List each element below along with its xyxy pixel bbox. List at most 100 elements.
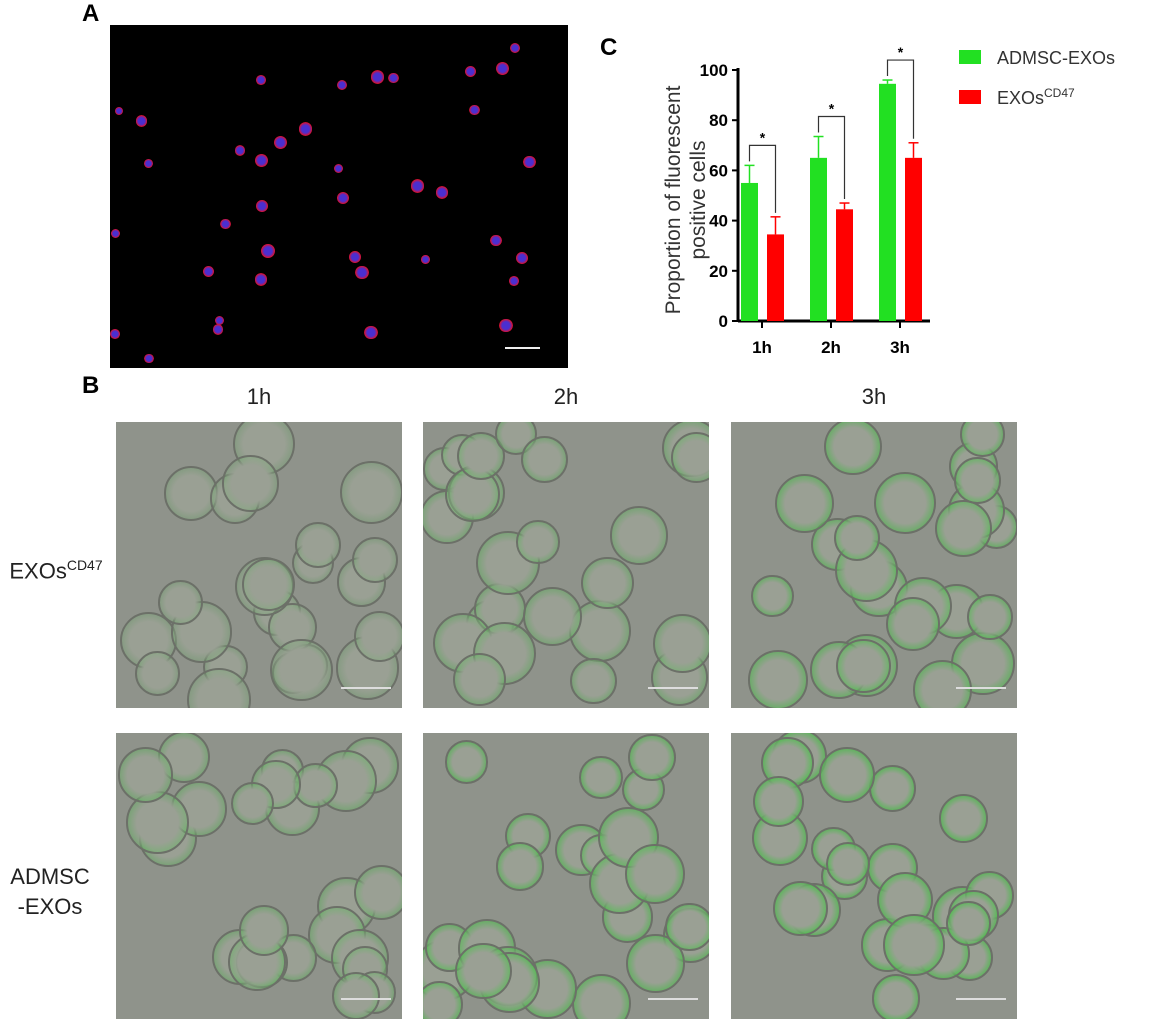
scale-bar <box>648 998 698 1000</box>
cell <box>833 514 880 561</box>
cell <box>496 61 510 75</box>
cell <box>570 657 617 705</box>
cell <box>871 974 921 1019</box>
cell <box>836 638 891 694</box>
brightfield-image-exos-cd47-3h <box>731 422 1017 708</box>
panel-label-c: C <box>600 34 618 61</box>
scale-bar <box>956 687 1006 689</box>
scale-bar <box>956 998 1006 1000</box>
cell <box>348 250 361 263</box>
significance-marker: * <box>898 44 904 60</box>
cell <box>388 72 399 84</box>
cell <box>967 593 1014 640</box>
cell <box>469 104 480 116</box>
bar-admsc-exos-1h <box>741 182 758 321</box>
cell <box>912 660 973 708</box>
cell <box>163 466 219 521</box>
brightfield-image-admsc-exos-1h <box>116 733 402 1019</box>
cell <box>946 900 992 946</box>
row-label-admsc-exos: ADMSC -EXOs <box>0 862 100 922</box>
cell <box>495 842 545 891</box>
cell <box>748 650 808 708</box>
cell <box>410 179 425 193</box>
cell <box>934 499 992 557</box>
y-tick-label: 80 <box>709 111 728 130</box>
significance-bracket <box>886 59 915 139</box>
cell <box>135 115 148 127</box>
fluorescence-image <box>110 25 568 368</box>
brightfield-image-admsc-exos-3h <box>731 733 1017 1019</box>
bar-exos-1h <box>767 234 784 321</box>
y-tick-label: 0 <box>719 312 728 331</box>
cell <box>520 435 568 483</box>
row-label-sup: CD47 <box>66 557 103 573</box>
cell <box>214 316 225 326</box>
cell <box>772 880 828 936</box>
row-label-exos-cd47: EXOsCD47 <box>0 550 112 586</box>
y-tick-label: 60 <box>709 161 728 180</box>
y-axis-label-line2: positive cells <box>687 140 710 259</box>
cell <box>157 579 203 625</box>
cell <box>581 556 634 610</box>
brightfield-image-admsc-exos-2h <box>423 733 709 1019</box>
cell <box>874 472 936 534</box>
row-label-line2: -EXOs <box>17 894 83 919</box>
cell <box>886 596 940 651</box>
scale-bar <box>341 687 391 689</box>
cell <box>231 781 275 826</box>
cell <box>256 75 266 86</box>
cell <box>421 255 430 264</box>
cell <box>939 794 989 843</box>
cell <box>144 159 154 169</box>
cell <box>355 265 369 279</box>
cell <box>337 191 350 204</box>
row-label-text: EXOs <box>9 558 67 584</box>
cell <box>522 587 582 647</box>
scale-bar <box>648 687 698 689</box>
bar-exos-2h <box>836 209 853 321</box>
cell <box>270 638 333 701</box>
cell <box>465 65 477 77</box>
cell <box>869 764 917 812</box>
cell <box>609 506 669 565</box>
cell <box>628 734 676 782</box>
legend-swatch <box>959 50 981 64</box>
cell <box>818 746 875 803</box>
cell <box>212 324 224 335</box>
cell <box>625 844 685 904</box>
cell <box>256 200 268 213</box>
cell <box>110 228 121 238</box>
brightfield-image-exos-cd47-1h <box>116 422 402 708</box>
panel-label-a: A <box>82 0 100 27</box>
cell <box>254 273 268 286</box>
legend-label: ADMSC-EXOs <box>997 48 1115 68</box>
cell <box>351 537 398 584</box>
cell <box>333 164 344 174</box>
cell <box>509 276 520 286</box>
cell <box>117 747 174 804</box>
cell <box>444 740 489 784</box>
x-tick-label: 3h <box>890 338 910 357</box>
cell <box>354 610 402 663</box>
cell <box>261 244 275 258</box>
cell <box>255 154 269 167</box>
cell <box>774 473 835 534</box>
bar-admsc-exos-2h <box>810 157 827 321</box>
cell <box>134 650 180 696</box>
y-tick-label: 100 <box>700 61 728 80</box>
cell <box>516 520 560 564</box>
cell <box>751 574 794 618</box>
cell <box>883 914 945 977</box>
bar-exos-3h <box>905 157 922 321</box>
cell <box>364 325 378 340</box>
bar-admsc-exos-3h <box>879 83 896 322</box>
legend-label-sup: CD47 <box>1044 86 1075 100</box>
cell <box>336 79 347 91</box>
significance-bracket <box>748 144 777 213</box>
cell <box>294 521 341 569</box>
cell <box>579 755 623 799</box>
significance-marker: * <box>829 101 835 117</box>
cell <box>110 328 120 339</box>
cell <box>370 70 385 84</box>
